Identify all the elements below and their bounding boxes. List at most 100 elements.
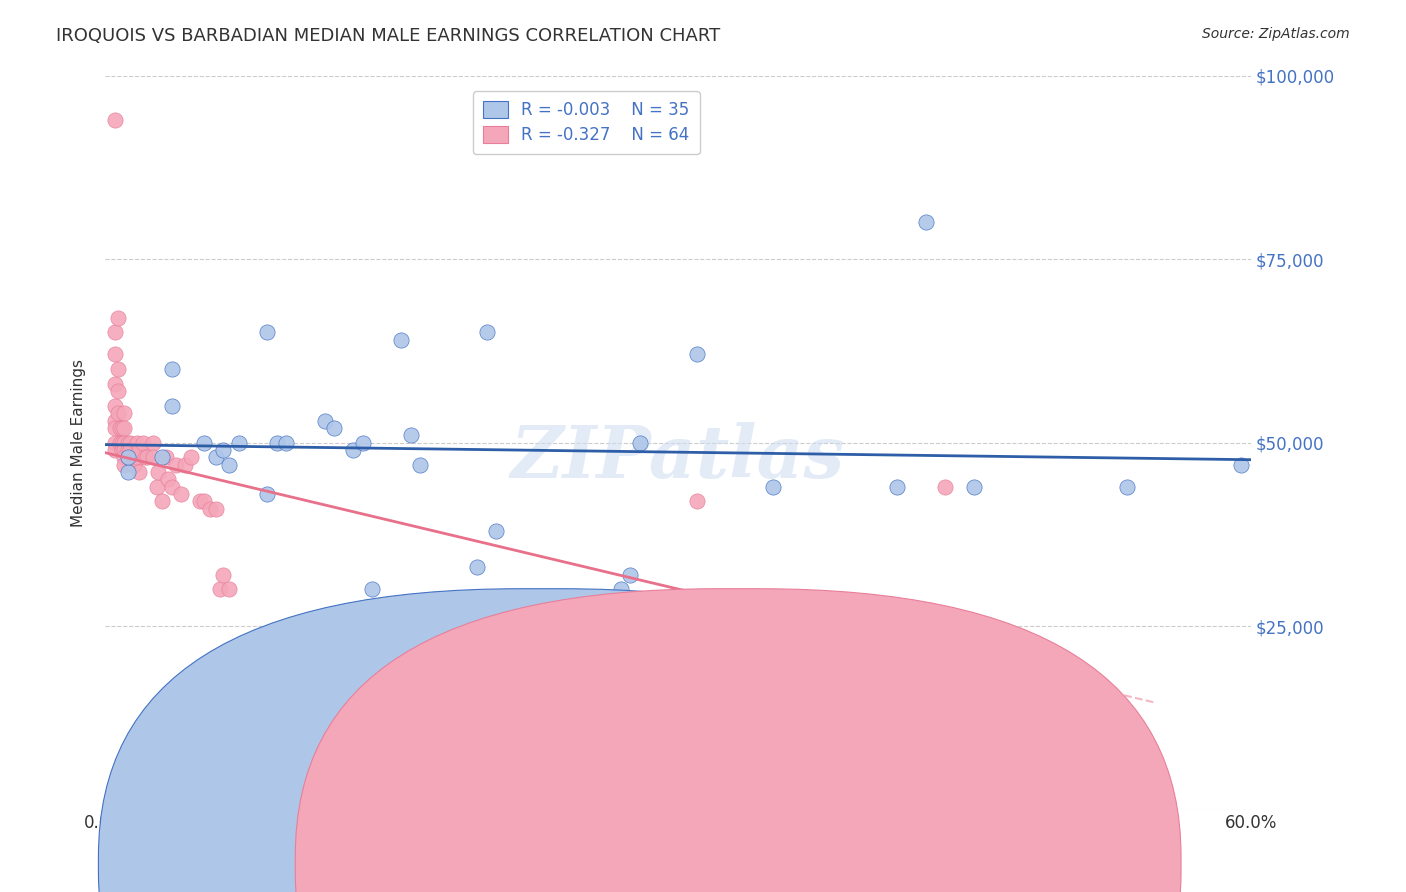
Point [686,494,709,508]
Point [323,421,346,435]
Point [112,458,135,472]
Point [485,524,508,538]
Point [160,399,183,413]
Point [204,450,226,465]
Point [103,347,125,361]
Point [915,215,938,229]
Point [107,362,129,376]
Point [180,450,202,465]
Point [198,501,221,516]
Point [103,421,125,435]
Point [160,479,183,493]
Point [122,458,145,472]
Point [148,465,170,479]
Point [224,765,246,780]
Point [118,442,141,457]
Point [103,413,125,427]
Point [208,582,231,597]
Point [134,450,156,465]
Text: ZIPatlas: ZIPatlas [510,422,845,492]
Point [128,465,150,479]
Point [228,435,250,450]
Point [103,399,125,413]
Text: Iroquois: Iroquois [558,856,623,874]
Point [409,458,432,472]
Point [142,435,165,450]
Point [142,450,165,465]
Point [686,347,709,361]
Point [128,442,150,457]
Point [150,494,173,508]
Point [117,450,139,465]
Point [124,450,146,465]
Y-axis label: Median Male Earnings: Median Male Earnings [72,359,86,526]
Point [117,450,139,465]
Point [266,435,288,450]
Point [934,479,956,493]
Point [103,442,125,457]
Point [150,450,173,465]
Point [762,479,785,493]
Point [155,450,177,465]
Point [352,435,374,450]
Point [1115,479,1137,493]
Text: IROQUOIS VS BARBADIAN MEDIAN MALE EARNINGS CORRELATION CHART: IROQUOIS VS BARBADIAN MEDIAN MALE EARNIN… [56,27,720,45]
Point [467,560,489,574]
Point [145,479,167,493]
Legend: R = -0.003    N = 35, R = -0.327    N = 64: R = -0.003 N = 35, R = -0.327 N = 64 [472,91,700,154]
Point [156,472,179,486]
Point [276,435,298,450]
Point [609,582,631,597]
Point [107,406,129,420]
Point [174,458,197,472]
Point [117,465,139,479]
Point [107,310,129,325]
Point [118,435,141,450]
Point [136,450,159,465]
Point [111,435,134,450]
Point [314,413,336,427]
Point [110,421,132,435]
Point [103,326,125,340]
Point [389,333,412,347]
Point [190,494,212,508]
Point [107,384,129,399]
Point [361,582,384,597]
Point [160,362,183,376]
Point [204,501,226,516]
Point [111,442,134,457]
Text: Source: ZipAtlas.com: Source: ZipAtlas.com [1202,27,1350,41]
Point [212,442,235,457]
Point [103,112,125,127]
Point [1230,458,1253,472]
Point [170,487,193,501]
Point [193,494,215,508]
Point [963,479,986,493]
Point [112,442,135,457]
Point [628,435,651,450]
Point [212,567,235,582]
Text: Barbadians: Barbadians [741,856,834,874]
Point [122,458,145,472]
Point [103,376,125,391]
Point [112,421,135,435]
Point [111,421,134,435]
Point [127,435,149,450]
Point [886,479,908,493]
Point [117,435,139,450]
Point [132,435,155,450]
Point [218,582,240,597]
Point [103,435,125,450]
Point [228,765,250,780]
Point [238,765,260,780]
Point [122,450,145,465]
Point [218,458,240,472]
Point [110,435,132,450]
Point [112,406,135,420]
Point [256,326,278,340]
Point [117,442,139,457]
Point [619,567,641,582]
Point [193,435,215,450]
Point [112,435,135,450]
Point [112,450,135,465]
